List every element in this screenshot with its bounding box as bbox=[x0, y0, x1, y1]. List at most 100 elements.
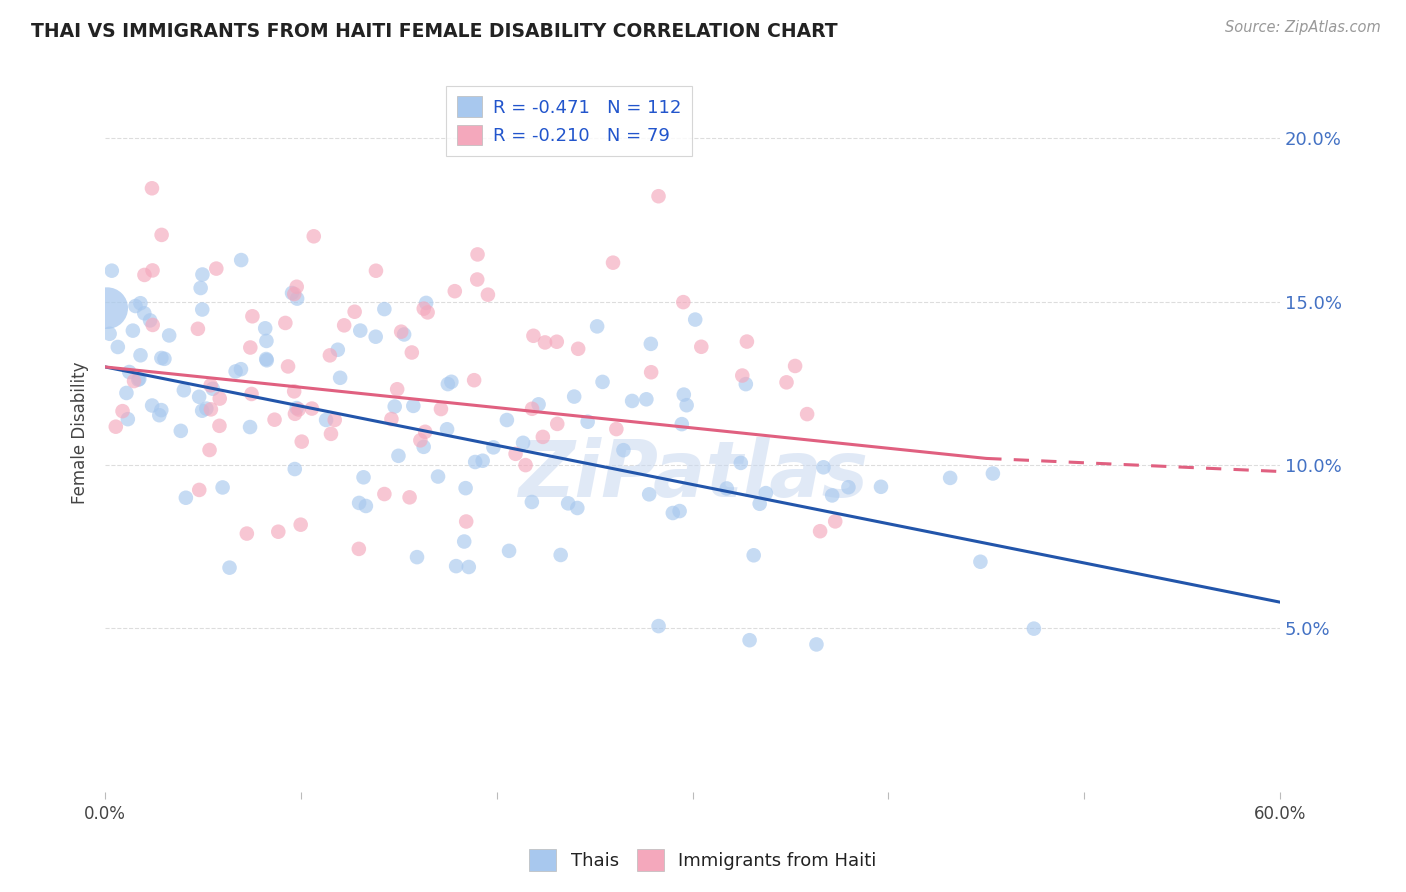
Point bbox=[716, 482, 738, 496]
Point bbox=[477, 287, 499, 301]
Point bbox=[242, 310, 264, 324]
Point bbox=[115, 386, 138, 401]
Point bbox=[392, 327, 415, 342]
Point bbox=[141, 181, 163, 195]
Point bbox=[291, 434, 314, 449]
Point bbox=[636, 392, 658, 407]
Point bbox=[129, 296, 152, 310]
Point bbox=[254, 351, 277, 366]
Point bbox=[208, 418, 231, 433]
Point bbox=[808, 524, 831, 539]
Point bbox=[208, 392, 231, 406]
Point bbox=[122, 324, 145, 338]
Point bbox=[274, 316, 297, 330]
Y-axis label: Female Disability: Female Disability bbox=[72, 361, 89, 504]
Point bbox=[662, 506, 685, 520]
Point bbox=[515, 458, 537, 472]
Point bbox=[406, 550, 429, 565]
Point bbox=[195, 401, 218, 416]
Point bbox=[389, 325, 412, 339]
Point bbox=[150, 403, 173, 417]
Point bbox=[290, 517, 312, 532]
Point bbox=[240, 387, 263, 401]
Point bbox=[349, 324, 371, 338]
Point bbox=[738, 633, 761, 648]
Point bbox=[416, 305, 439, 319]
Point bbox=[141, 399, 163, 413]
Point bbox=[444, 559, 467, 574]
Point bbox=[127, 373, 149, 387]
Point bbox=[153, 351, 176, 366]
Point bbox=[218, 560, 240, 574]
Point bbox=[284, 462, 307, 476]
Point bbox=[464, 455, 486, 469]
Point bbox=[225, 364, 247, 378]
Point bbox=[134, 306, 156, 320]
Point bbox=[256, 334, 278, 348]
Point bbox=[870, 480, 893, 494]
Point bbox=[122, 374, 145, 388]
Legend: Thais, Immigrants from Haiti: Thais, Immigrants from Haiti bbox=[522, 842, 884, 879]
Point bbox=[198, 442, 221, 457]
Point bbox=[373, 487, 395, 501]
Point bbox=[323, 413, 346, 427]
Point bbox=[187, 322, 209, 336]
Point bbox=[347, 496, 370, 510]
Point bbox=[285, 292, 308, 306]
Point bbox=[124, 299, 146, 313]
Point bbox=[621, 393, 644, 408]
Text: THAI VS IMMIGRANTS FROM HAITI FEMALE DISABILITY CORRELATION CHART: THAI VS IMMIGRANTS FROM HAITI FEMALE DIS… bbox=[31, 22, 838, 41]
Point bbox=[319, 348, 342, 362]
Point bbox=[129, 348, 152, 362]
Point bbox=[1022, 622, 1045, 636]
Point bbox=[285, 401, 308, 416]
Point bbox=[239, 341, 262, 355]
Point bbox=[254, 321, 277, 335]
Point bbox=[96, 301, 118, 315]
Point bbox=[148, 408, 170, 422]
Point bbox=[205, 261, 228, 276]
Point bbox=[520, 495, 543, 509]
Point bbox=[463, 373, 485, 387]
Point bbox=[457, 560, 479, 574]
Point bbox=[139, 313, 162, 327]
Point bbox=[412, 440, 434, 454]
Point bbox=[104, 419, 127, 434]
Point bbox=[512, 435, 534, 450]
Point bbox=[329, 371, 352, 385]
Point bbox=[142, 318, 165, 332]
Point bbox=[456, 515, 478, 529]
Point bbox=[437, 377, 460, 392]
Point bbox=[118, 365, 141, 379]
Point bbox=[267, 524, 290, 539]
Point bbox=[576, 415, 599, 429]
Point bbox=[364, 329, 387, 343]
Point bbox=[347, 541, 370, 556]
Point bbox=[287, 402, 309, 417]
Point bbox=[605, 422, 627, 436]
Point bbox=[107, 340, 129, 354]
Point bbox=[191, 268, 214, 282]
Point bbox=[141, 263, 163, 277]
Point bbox=[505, 447, 527, 461]
Point bbox=[471, 454, 494, 468]
Point bbox=[775, 376, 797, 390]
Point bbox=[562, 390, 585, 404]
Point bbox=[200, 378, 222, 392]
Point bbox=[443, 284, 465, 298]
Point bbox=[939, 471, 962, 485]
Point bbox=[373, 302, 395, 317]
Point bbox=[380, 412, 402, 426]
Point bbox=[735, 334, 758, 349]
Point bbox=[640, 336, 662, 351]
Point bbox=[550, 548, 572, 562]
Point bbox=[319, 426, 342, 441]
Point bbox=[668, 504, 690, 518]
Point bbox=[117, 412, 139, 426]
Point bbox=[398, 491, 420, 505]
Point bbox=[285, 279, 308, 293]
Point bbox=[612, 443, 634, 458]
Point bbox=[128, 372, 150, 386]
Point bbox=[640, 365, 662, 379]
Point bbox=[301, 401, 323, 416]
